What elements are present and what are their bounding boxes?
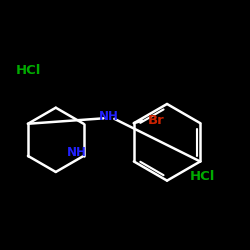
- Text: Br: Br: [148, 114, 164, 127]
- Text: HCl: HCl: [16, 64, 42, 77]
- Text: NH: NH: [67, 146, 87, 160]
- Text: HCl: HCl: [189, 170, 215, 183]
- Text: NH: NH: [99, 110, 119, 123]
